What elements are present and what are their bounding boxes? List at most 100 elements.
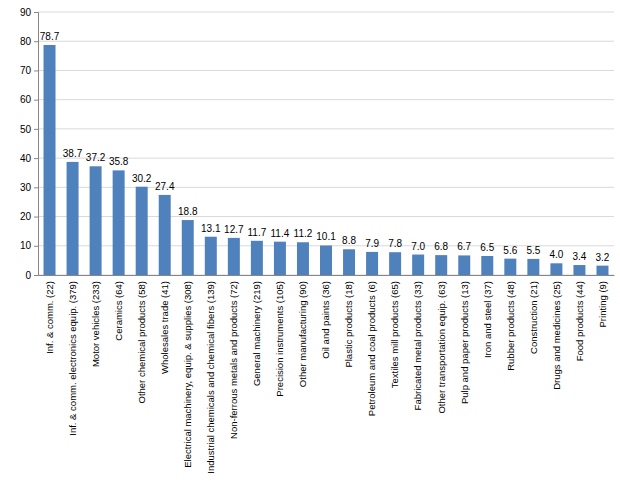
bar (504, 259, 516, 275)
data-label: 30.2 (132, 173, 152, 184)
bar (182, 220, 194, 275)
y-tick: 90 (20, 7, 38, 18)
x-tick-label: Food products (44) (574, 281, 585, 361)
y-tick-mark (34, 12, 38, 13)
y-tick-mark (34, 41, 38, 42)
x-tick: Other manufacturing (90) (297, 281, 308, 387)
x-tick: General machinery (219) (251, 281, 262, 386)
y-tick: 30 (20, 182, 38, 193)
data-label: 78.7 (40, 31, 60, 42)
y-tick: 0 (25, 270, 38, 281)
data-label: 7.9 (365, 238, 379, 249)
bar (205, 237, 217, 275)
plot: 0102030405060708090Inf. & comm. (22)Inf.… (20, 7, 615, 474)
data-label: 38.7 (63, 148, 83, 159)
bar (343, 249, 355, 275)
x-tick: Drugs and medicines (25) (551, 281, 562, 390)
x-tick-label: Iron and steel (37) (482, 281, 493, 358)
x-tick-label: Wholesales trade (41) (159, 281, 170, 374)
grid-line (38, 128, 614, 129)
chart: 0102030405060708090Inf. & comm. (22)Inf.… (0, 0, 620, 502)
x-tick-label: Other transportation equip. (63) (436, 281, 447, 414)
x-tick: Petroleum and coal products (6) (366, 281, 377, 416)
bar (297, 242, 309, 275)
x-tick: Textiles mill products (65) (389, 281, 400, 388)
x-axis: Inf. & comm. (22)Inf. & comm. electronic… (39, 276, 615, 474)
y-tick-mark (34, 275, 38, 276)
y-tick: 20 (20, 211, 38, 222)
data-label: 35.8 (109, 156, 129, 167)
x-tick: Printing (9) (597, 281, 608, 327)
data-label: 11.7 (248, 227, 267, 238)
data-label: 27.4 (155, 181, 175, 192)
bar (136, 187, 148, 275)
bar (412, 255, 424, 275)
y-tick-mark (34, 70, 38, 71)
bar (159, 195, 171, 275)
y-tick-mark (34, 246, 38, 247)
bar (481, 256, 493, 275)
x-tick: Industrial chemicals and chemical fibers… (205, 281, 216, 474)
data-label: 5.6 (503, 245, 517, 256)
y-tick-label: 70 (20, 65, 32, 76)
y-tick: 10 (20, 240, 38, 251)
x-axis-line (39, 275, 615, 276)
x-tick: Motor vehicles (233) (90, 281, 101, 367)
data-label: 12.7 (224, 224, 244, 235)
x-tick: Iron and steel (37) (482, 281, 493, 358)
data-label: 6.5 (480, 242, 494, 253)
data-label: 7.0 (411, 241, 425, 252)
y-tick-label: 80 (20, 36, 32, 47)
bar (44, 45, 56, 275)
y-tick-mark (34, 187, 38, 188)
x-tick: Food products (44) (574, 281, 585, 361)
data-label: 6.7 (457, 241, 471, 252)
x-tick: Other chemical products (58) (136, 281, 147, 404)
x-tick: Electrical machinery, equip. & supplies … (182, 281, 193, 468)
x-tick-label: Plastic products (18) (343, 281, 354, 368)
x-tick: Precision instruments (105) (274, 281, 285, 397)
data-label: 4.0 (549, 249, 563, 260)
x-tick-label: Ceramics (64) (113, 281, 124, 341)
y-tick-label: 40 (20, 153, 32, 164)
x-tick-label: Textiles mill products (65) (389, 281, 400, 388)
x-tick-label: Motor vehicles (233) (90, 281, 101, 367)
data-label: 37.2 (86, 152, 106, 163)
y-tick-label: 0 (25, 270, 31, 281)
y-axis-line (34, 13, 39, 276)
x-tick-label: General machinery (219) (251, 281, 262, 386)
grid-line (38, 70, 614, 71)
bar (435, 255, 447, 275)
x-tick: Ceramics (64) (113, 281, 124, 341)
x-tick-label: Other chemical products (58) (136, 281, 147, 404)
x-tick-label: Other manufacturing (90) (297, 281, 308, 387)
data-label: 6.8 (434, 241, 448, 252)
x-tick-label: Construction (21) (528, 281, 539, 354)
y-tick-mark (34, 129, 38, 130)
y-tick-mark (34, 217, 38, 218)
y-tick: 60 (20, 94, 38, 105)
data-label: 7.8 (388, 238, 402, 249)
bar (90, 166, 102, 275)
bar (67, 162, 79, 275)
data-labels: 78.738.737.235.830.227.418.813.112.711.7… (40, 31, 610, 263)
x-tick-label: Rubber products (48) (505, 281, 516, 371)
x-tick-label: Non-ferrous metals and products (72) (228, 281, 239, 439)
data-label: 5.5 (526, 245, 540, 256)
x-tick: Construction (21) (528, 281, 539, 354)
grid (38, 12, 614, 275)
x-tick: Plastic products (18) (343, 281, 354, 368)
bar (228, 238, 240, 275)
data-label: 3.4 (572, 251, 586, 262)
bar (389, 252, 401, 275)
x-tick-label: Inf. & comm. (22) (44, 281, 55, 354)
bar (527, 259, 539, 275)
bar (458, 255, 470, 275)
bars (44, 45, 609, 275)
x-tick: Rubber products (48) (505, 281, 516, 371)
x-tick: Non-ferrous metals and products (72) (228, 281, 239, 439)
x-tick-label: Industrial chemicals and chemical fibers… (205, 281, 216, 474)
y-tick: 80 (20, 36, 38, 47)
bar (573, 265, 585, 275)
y-tick-label: 90 (20, 7, 32, 18)
